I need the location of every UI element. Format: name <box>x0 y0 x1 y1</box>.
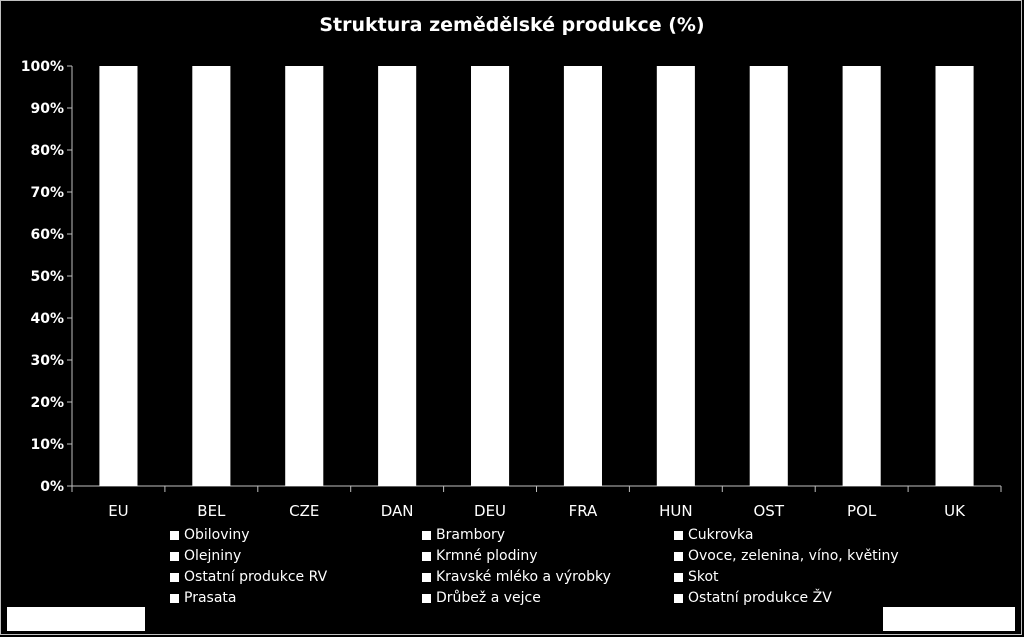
legend-label: Brambory <box>436 527 506 543</box>
legend-swatch <box>422 593 431 603</box>
legend-label: Ovoce, zelenina, víno, květiny <box>688 548 899 564</box>
bar-cze <box>285 66 324 486</box>
legend-label: Ostatní produkce ŽV <box>688 590 832 606</box>
x-tick-label: OST <box>754 502 785 520</box>
bar-hun <box>656 66 695 486</box>
legend-swatch <box>674 593 683 603</box>
y-tick-label: 0% <box>40 479 64 495</box>
bar-eu <box>99 66 138 486</box>
legend-swatch <box>170 593 179 603</box>
bar-fra <box>563 66 602 486</box>
y-tick-label: 40% <box>30 311 64 327</box>
legend-item: Obiloviny <box>170 527 250 543</box>
bar-bel <box>192 66 231 486</box>
legend-swatch <box>422 551 431 561</box>
legend-label: Ostatní produkce RV <box>184 569 328 585</box>
bar-ost <box>749 66 788 486</box>
x-tick-label: DAN <box>381 502 414 520</box>
x-tick-label: DEU <box>474 502 506 520</box>
legend-label: Krmné plodiny <box>436 548 538 564</box>
x-tick-label: POL <box>847 502 877 520</box>
legend-swatch <box>422 572 431 582</box>
legend-swatch <box>170 551 179 561</box>
y-tick-label: 10% <box>30 437 64 453</box>
x-tick-label: FRA <box>569 502 598 520</box>
chart-title: Struktura zemědělské produkce (%) <box>319 14 705 36</box>
y-tick-label: 100% <box>21 59 64 75</box>
legend-item: Kravské mléko a výrobky <box>422 569 611 585</box>
legend-item: Prasata <box>170 590 236 606</box>
x-tick-label: HUN <box>659 502 692 520</box>
x-tick-label: BEL <box>197 502 226 520</box>
y-tick-label: 80% <box>30 143 64 159</box>
y-tick-label: 70% <box>30 185 64 201</box>
legend-item: Ostatní produkce ŽV <box>674 590 832 606</box>
legend-swatch <box>674 551 683 561</box>
legend-swatch <box>674 572 683 582</box>
legend-item: Cukrovka <box>674 527 754 543</box>
corner-box-right <box>883 607 1015 631</box>
y-tick-label: 50% <box>30 269 64 285</box>
corner-box-left <box>7 607 145 631</box>
bar-deu <box>471 66 510 486</box>
legend-label: Obiloviny <box>184 527 250 543</box>
legend-swatch <box>170 530 179 540</box>
legend-label: Prasata <box>184 590 237 606</box>
x-tick-label: UK <box>944 502 966 520</box>
legend-swatch <box>422 530 431 540</box>
legend-item: Ostatní produkce RV <box>170 569 327 585</box>
y-tick-label: 60% <box>30 227 64 243</box>
x-tick-label: EU <box>108 502 128 520</box>
legend-item: Krmné plodiny <box>422 548 538 564</box>
bar-dan <box>378 66 417 486</box>
legend-item: Brambory <box>422 527 505 543</box>
bar-uk <box>935 66 974 486</box>
legend-label: Olejniny <box>184 548 242 564</box>
legend-swatch <box>674 530 683 540</box>
legend-label: Skot <box>688 569 719 585</box>
legend-item: Ovoce, zelenina, víno, květiny <box>674 548 899 564</box>
legend-item: Olejniny <box>170 548 241 564</box>
legend-swatch <box>170 572 179 582</box>
legend-item: Skot <box>674 569 719 585</box>
legend-label: Cukrovka <box>688 527 754 543</box>
legend-item: Drůbež a vejce <box>422 590 541 606</box>
legend-label: Drůbež a vejce <box>436 590 541 606</box>
y-tick-label: 30% <box>30 353 64 369</box>
bar-pol <box>842 66 881 486</box>
y-tick-label: 20% <box>30 395 64 411</box>
y-tick-label: 90% <box>30 101 64 117</box>
x-tick-label: CZE <box>289 502 319 520</box>
legend-label: Kravské mléko a výrobky <box>436 569 611 585</box>
